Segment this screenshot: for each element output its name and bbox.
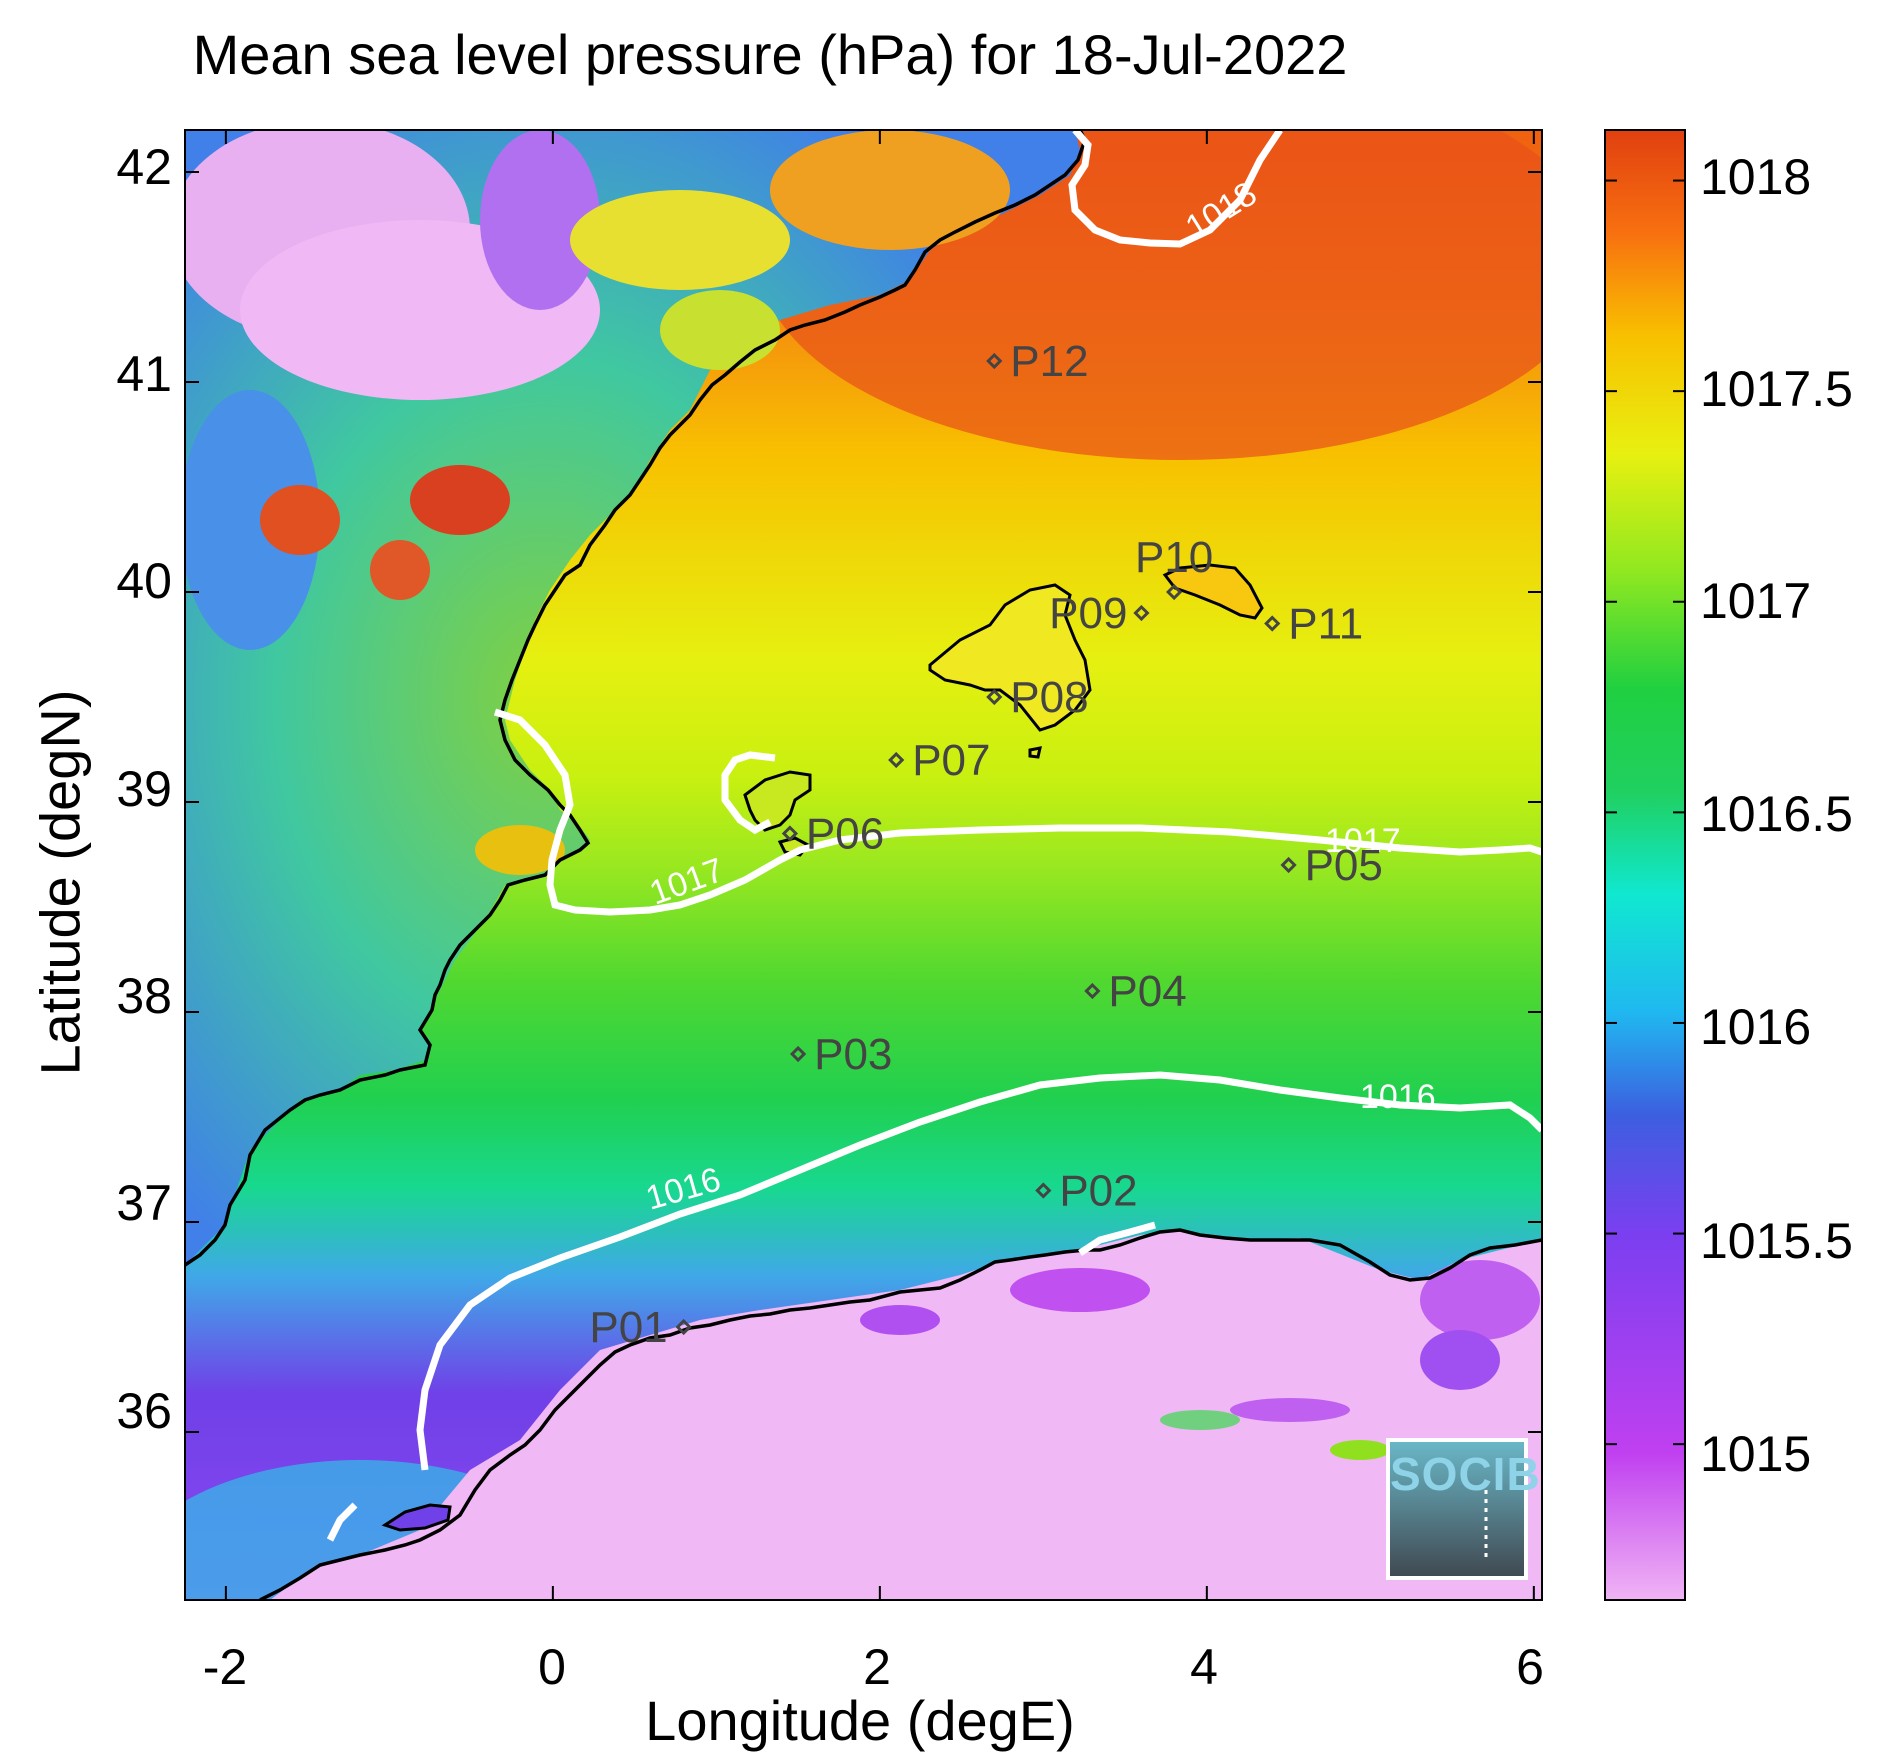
station-marker — [986, 352, 1003, 370]
station-label: P08 — [1010, 673, 1088, 722]
colorbar-tick-label: 1017.5 — [1700, 361, 1853, 417]
station-marker — [888, 751, 905, 769]
station-label: P03 — [814, 1030, 892, 1079]
map-title: Mean sea level pressure (hPa) for 18-Jul… — [192, 23, 1348, 86]
contour-label-1017-east: 1017 — [1325, 822, 1401, 860]
colorbar-tick-label: 1015 — [1700, 1426, 1812, 1482]
station-marker — [1035, 1182, 1052, 1199]
colorbar-tick-label: 1017 — [1700, 573, 1812, 629]
colorbar-tick-label: 1016.5 — [1700, 786, 1853, 842]
station-label: P05 — [1305, 841, 1383, 890]
colorbar-tick-label: 1016 — [1700, 999, 1812, 1055]
station-p01: P01 — [589, 1303, 692, 1352]
station-label: P11 — [1288, 600, 1363, 649]
isoline-1016 — [416, 1071, 1542, 1471]
colorbar — [1604, 129, 1686, 1601]
x-tick-label: 4 — [1190, 1639, 1218, 1695]
africa-coastline — [259, 1228, 1542, 1600]
socib-logo-text: SOCIB — [1390, 1448, 1541, 1500]
station-label: P10 — [1135, 533, 1213, 582]
x-tick-label: 0 — [538, 1639, 566, 1695]
y-tick-label: 41 — [116, 346, 172, 402]
tick-marks — [185, 130, 1542, 1600]
y-tick-label: 36 — [116, 1383, 172, 1439]
x-axis-label: Longitude (degE) — [645, 1689, 1075, 1752]
station-marker — [1264, 615, 1281, 632]
x-tick-label: 6 — [1516, 1639, 1544, 1695]
station-p07: P07 — [888, 736, 990, 785]
x-tick-label: -2 — [202, 1639, 248, 1695]
iberia-coastline — [185, 130, 1087, 1267]
station-p10: P10 — [1135, 533, 1213, 601]
station-marker — [986, 688, 1003, 706]
y-tick-label: 38 — [116, 968, 172, 1024]
isoline-1018 — [1068, 130, 1283, 248]
iberia-land — [185, 130, 1080, 1265]
colorbar-tick-marks — [1605, 179, 1685, 1446]
station-label: P02 — [1059, 1167, 1137, 1216]
isoline-1016-west — [326, 1502, 358, 1542]
station-label: P04 — [1108, 967, 1186, 1016]
colorbar-tick-label: 1015.5 — [1700, 1213, 1853, 1269]
station-marker — [1084, 982, 1101, 1000]
station-marker — [1280, 856, 1297, 874]
x-tick-label: 2 — [863, 1639, 891, 1695]
contour-label-1016-east: 1016 — [1360, 1078, 1436, 1116]
station-p06: P06 — [781, 810, 884, 859]
alboran-island — [381, 1503, 452, 1532]
y-axis-label: Latitude (degN) — [28, 689, 92, 1076]
station-label: P12 — [1010, 337, 1088, 386]
ibiza-island — [743, 770, 812, 832]
station-marker — [675, 1318, 692, 1336]
station-marker — [1133, 604, 1150, 622]
isoline-1016-coast — [1078, 1221, 1156, 1256]
station-p02: P02 — [1035, 1167, 1138, 1216]
station-marker — [789, 1045, 807, 1063]
station-p03: P03 — [789, 1030, 892, 1079]
menorca-island — [1162, 563, 1264, 620]
station-label: P09 — [1049, 589, 1127, 638]
y-tick-label: 40 — [116, 553, 172, 609]
station-p11: P11 — [1264, 600, 1363, 649]
isoline-1017 — [493, 708, 1542, 916]
plot-frame — [184, 129, 1543, 1601]
station-p04: P04 — [1084, 967, 1187, 1016]
station-p08: P08 — [986, 673, 1089, 722]
y-tick-label: 42 — [116, 139, 172, 195]
station-label: P07 — [912, 736, 990, 785]
mallorca-island — [928, 583, 1092, 732]
station-p09: P09 — [1049, 589, 1150, 638]
africa-land — [270, 1230, 1542, 1600]
station-marker — [781, 825, 799, 842]
station-p12: P12 — [986, 337, 1089, 386]
isoline-1017-ibiza — [721, 751, 776, 835]
socib-logo — [1386, 1438, 1528, 1580]
y-tick-label: 39 — [116, 761, 172, 817]
station-marker — [1166, 583, 1183, 601]
station-label: P01 — [589, 1303, 667, 1352]
station-label: P06 — [806, 810, 884, 859]
cabrera-island — [1028, 746, 1042, 759]
y-tick-label: 37 — [116, 1175, 172, 1231]
colorbar-tick-label: 1018 — [1700, 149, 1812, 205]
station-p05: P05 — [1280, 841, 1383, 890]
